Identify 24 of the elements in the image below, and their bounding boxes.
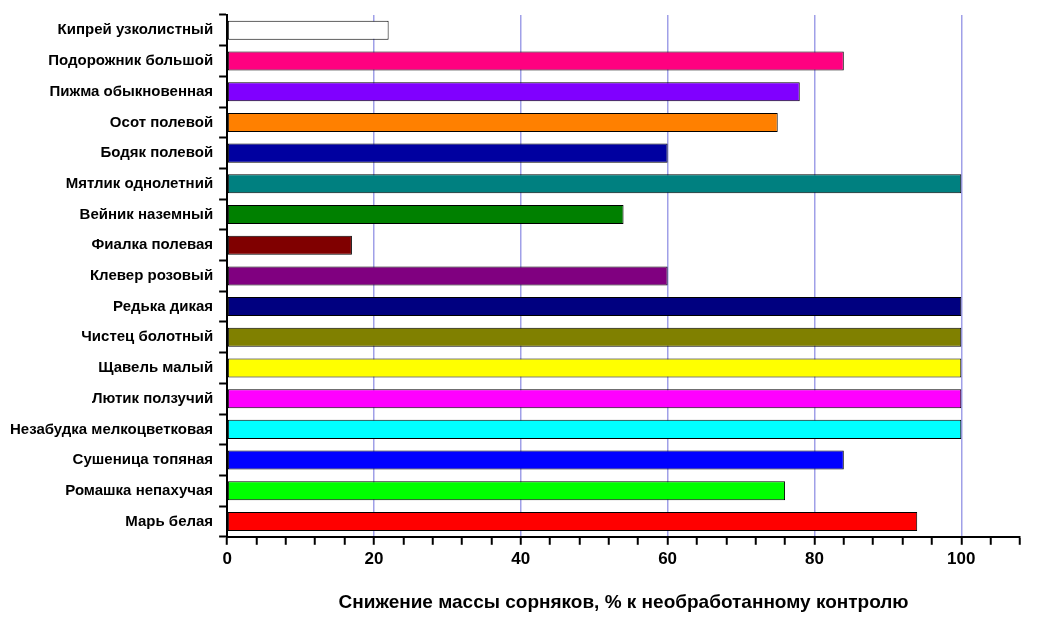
y-tick-label: Сушеница топяная [72,450,214,468]
y-tick-label: Кипрей узколистный [57,20,214,38]
x-tick-label: 60 [658,548,678,568]
x-tick-label: 40 [511,548,531,568]
y-tick-label: Осот полевой [109,112,214,130]
y-tick-label: Подорожник большой [48,51,214,69]
x-tick-label: 100 [947,548,976,568]
y-tick-label: Пижма обыкновенная [49,81,214,99]
x-tick-label: 0 [222,548,232,568]
y-tick-label: Чистец болотный [81,327,214,345]
y-tick-label: Клевер розовый [89,266,214,284]
y-tick-label: Лютик ползучий [91,388,214,406]
y-tick-label: Редька дикая [113,296,214,314]
x-tick-label: 80 [804,548,824,568]
y-tick-label: Незабудка мелкоцветковая [9,419,214,437]
y-tick-label: Фиалка полевая [91,235,214,253]
x-tick-label: 20 [364,548,384,568]
y-tick-label: Мятлик однолетний [65,173,214,191]
y-tick-label: Марь белая [125,511,214,529]
x-axis-title: Снижение массы сорняков, % к необработанному контролю [338,590,909,612]
y-tick-label: Ромашка непахучая [65,480,214,498]
y-tick-label: Щавель малый [98,358,214,376]
y-tick-label: Вейник наземный [79,204,214,222]
y-tick-label: Бодяк полевой [100,143,214,161]
